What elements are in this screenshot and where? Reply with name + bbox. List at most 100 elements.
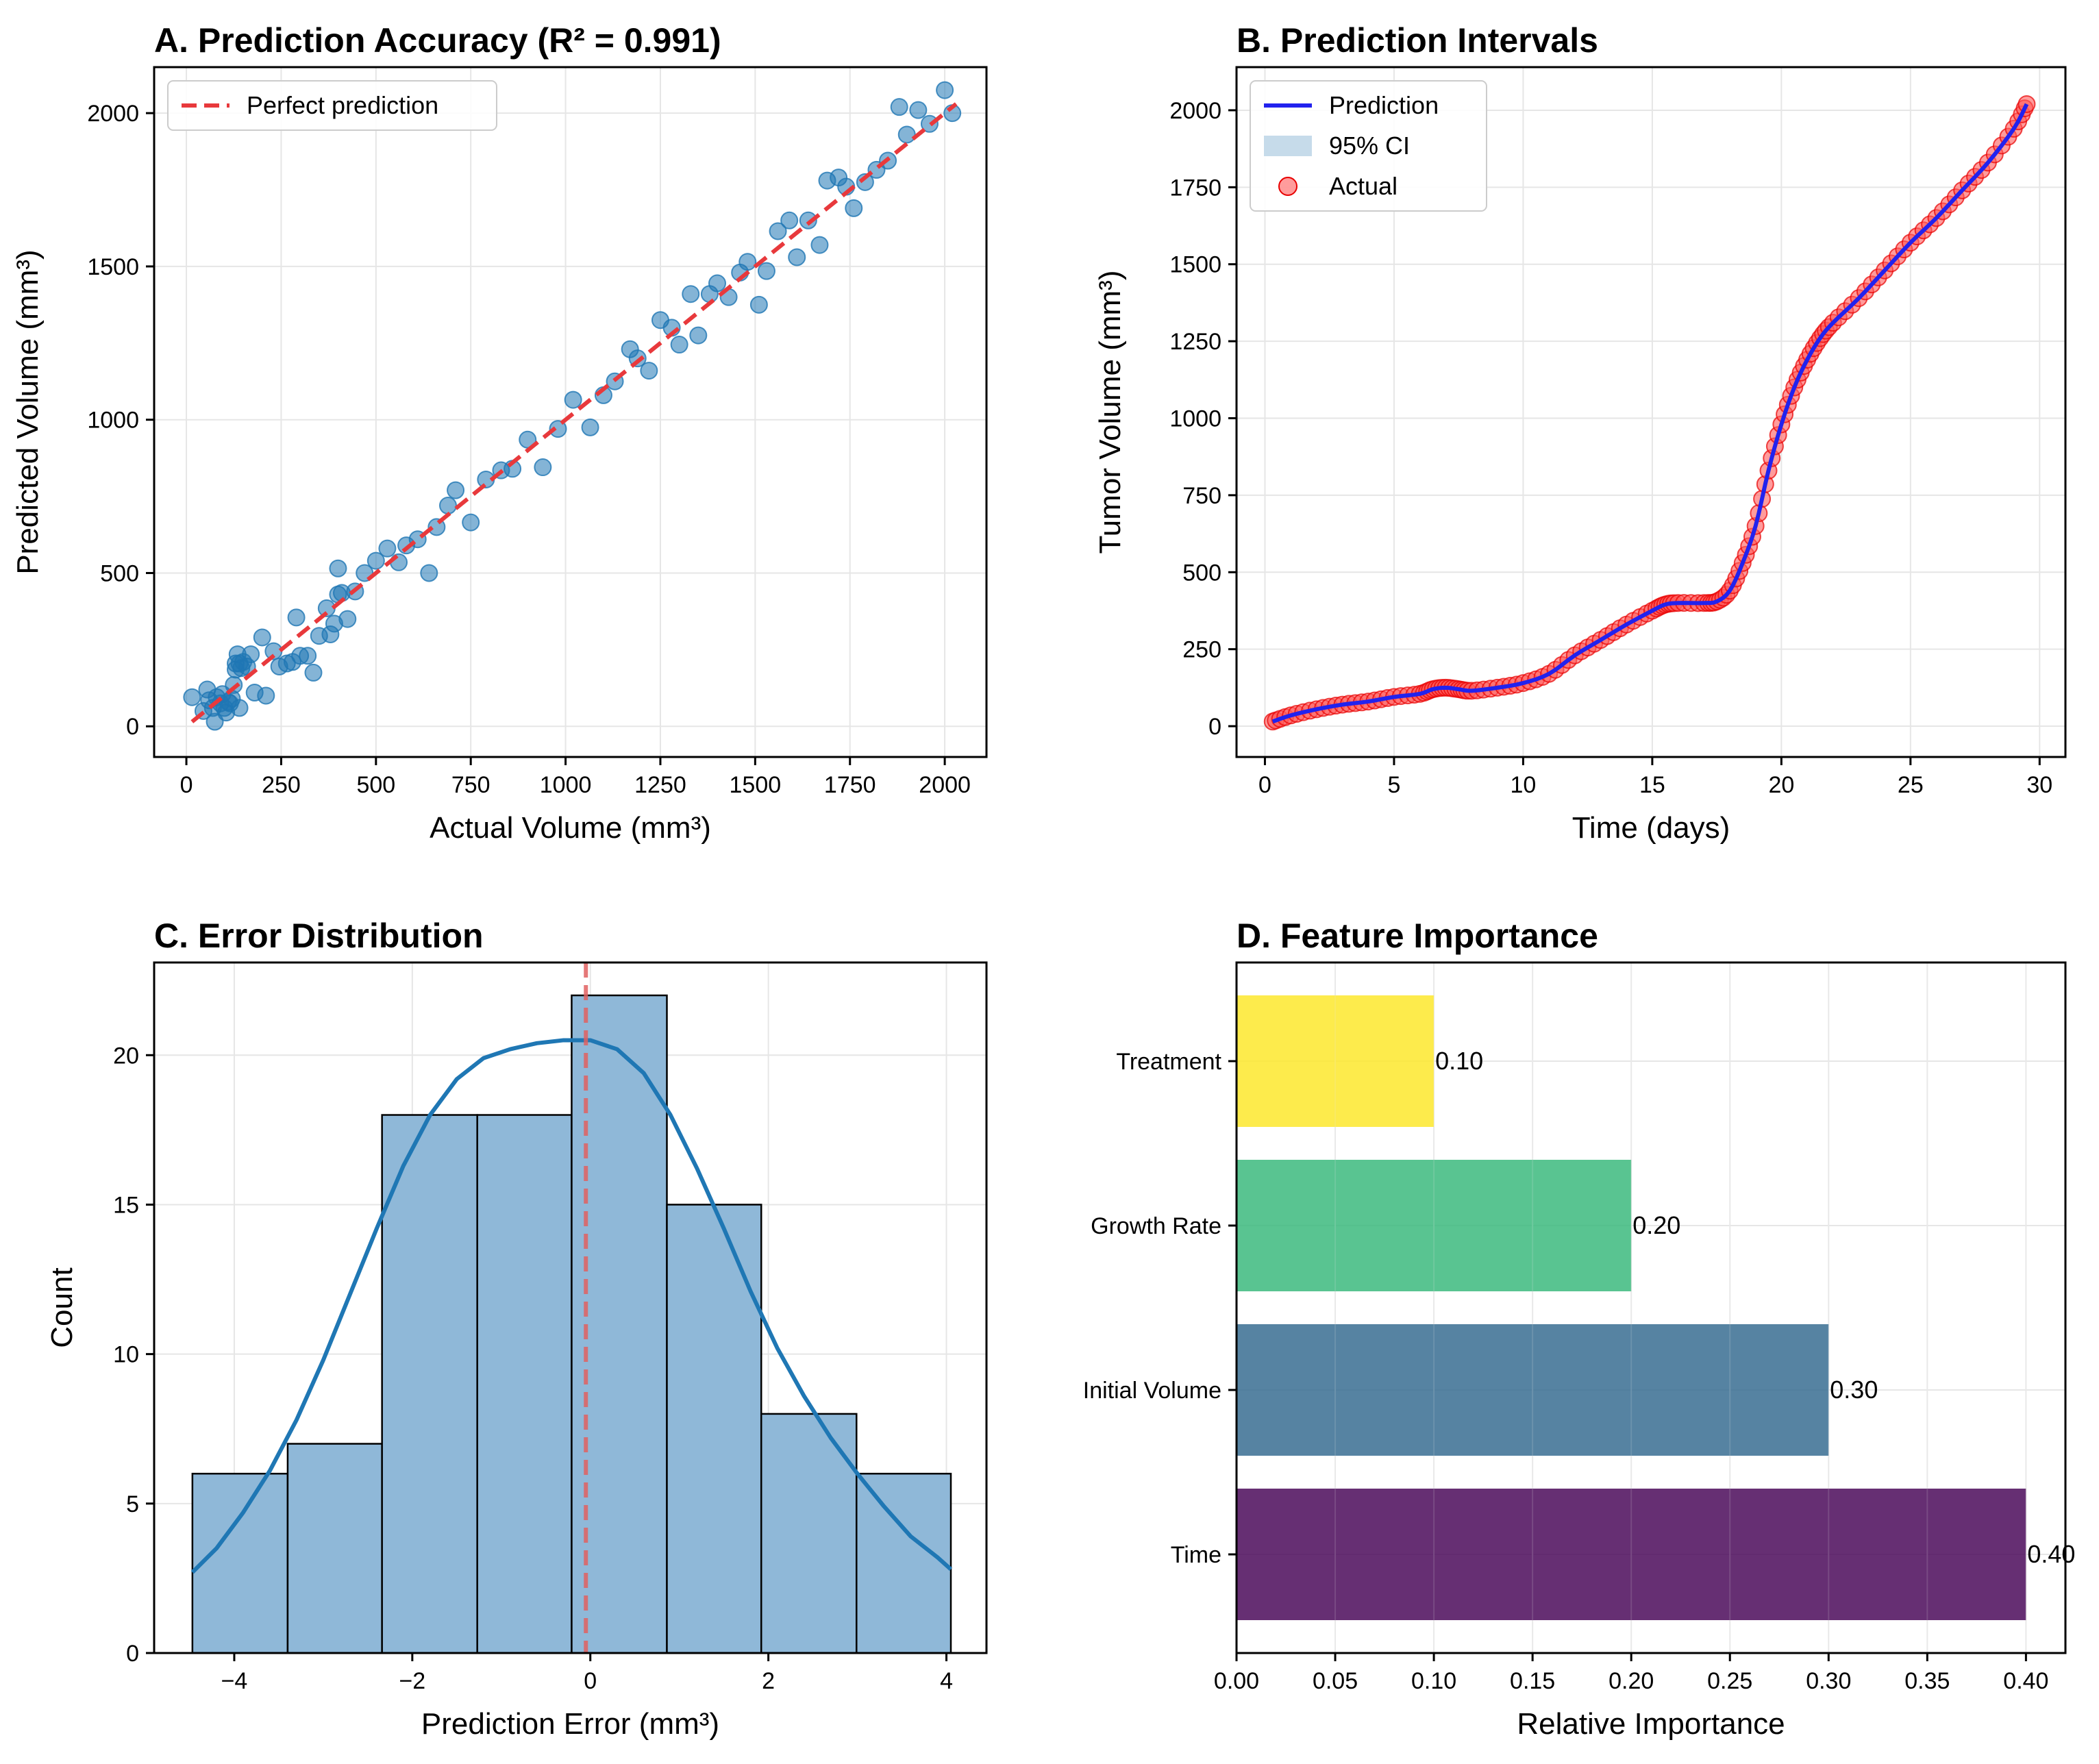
- panel-d-x-tick-label: 0.25: [1707, 1668, 1752, 1694]
- panel-c-x-tick-label: 4: [940, 1668, 953, 1694]
- panel-a-title: A. Prediction Accuracy (R² = 0.991): [154, 21, 721, 60]
- panel-b-y-tick-label: 750: [1182, 483, 1221, 509]
- panel-d-title: D. Feature Importance: [1237, 917, 1598, 955]
- panel-a-data-point: [230, 699, 249, 717]
- panel-a-x-tick-label: 1000: [540, 772, 592, 798]
- panel-a-x-tick-label: 0: [180, 772, 193, 798]
- panel-a-data-point: [534, 458, 552, 477]
- panel-a-data-point: [253, 628, 271, 647]
- panel-d-x-tick-label: 0.05: [1313, 1668, 1358, 1694]
- panel-a-data-point: [890, 98, 908, 116]
- panel-a-data-point: [390, 553, 408, 571]
- panel-a-y-tick-label: 0: [126, 714, 139, 740]
- panel-d-bar: [1237, 1489, 2026, 1620]
- panel-b-y-tick-label: 1250: [1169, 329, 1221, 355]
- panel-a-data-point: [564, 390, 582, 409]
- panel-b-x-tick-label: 10: [1510, 772, 1536, 798]
- panel-a-data-point: [640, 362, 658, 380]
- panel-c-y-tick-label: 10: [113, 1342, 139, 1368]
- panel-d-x-axis-label: Relative Importance: [1517, 1707, 1785, 1741]
- panel-a-data-point: [856, 173, 874, 191]
- panel-d-x-tick-label: 0.00: [1214, 1668, 1259, 1694]
- panel-c-x-tick-label: 2: [762, 1668, 775, 1694]
- panel-b-y-tick-label: 1500: [1169, 252, 1221, 278]
- panel-a-x-tick-label: 2000: [919, 772, 971, 798]
- panel-b-y-tick-label: 250: [1182, 637, 1221, 663]
- panel-a-data-point: [299, 647, 317, 665]
- panel-a-data-point: [257, 686, 275, 705]
- panel-b-axes-frame: [1235, 66, 2067, 758]
- panel-c-kde-curve: [190, 1038, 953, 1574]
- panel-a-x-tick-label: 1250: [634, 772, 686, 798]
- panel-a-x-tick-label: 250: [262, 772, 301, 798]
- panel-a-data-point: [581, 418, 599, 436]
- panel-c-y-axis-label: Count: [45, 1267, 79, 1347]
- panel-d-y-tick-label: Initial Volume: [1083, 1378, 1221, 1404]
- panel-a-data-point: [438, 497, 457, 515]
- panel-b-x-tick-label: 30: [2026, 772, 2052, 798]
- panel-d-bar-value-label: 0.40: [2027, 1540, 2075, 1568]
- panel-c-histogram-bar: [381, 1114, 478, 1654]
- panel-b-y-tick-label: 500: [1182, 560, 1221, 586]
- panel-a-data-point: [242, 645, 260, 664]
- panel-a-data-point: [183, 688, 201, 706]
- panel-a-data-point: [738, 253, 757, 271]
- panel-a-y-tick-label: 500: [100, 560, 139, 586]
- panel-a-data-point: [682, 285, 700, 303]
- panel-d-x-tick-label: 0.15: [1510, 1668, 1555, 1694]
- panel-c-x-tick-label: 0: [584, 1668, 597, 1694]
- panel-b-prediction-intervals: 0 5 10 15 20 25 30 0 250 500 750 1000 1250 1500 1750 20…: [1093, 21, 2067, 845]
- panel-a-prediction-accuracy: 0 250 500 750 1000 1250 1500 1750 2000 0 500 1000 15…: [11, 21, 988, 845]
- panel-a-data-point: [780, 211, 799, 229]
- panel-c-histogram-bar: [856, 1472, 952, 1654]
- panel-c-axes-frame: [153, 961, 988, 1654]
- panel-a-data-point: [549, 420, 567, 438]
- panel-d-bar: [1237, 1324, 1829, 1456]
- panel-b-legend: Prediction 95% CI Actual: [1250, 80, 1487, 212]
- panel-d-feature-importance: 0.00 0.05 0.10 0.15 0.20 0.25 0.30 0.35 0.40 0.40…: [1083, 917, 2076, 1741]
- panel-d-y-tick-label: Time: [1171, 1542, 1221, 1568]
- panel-a-data-point: [749, 295, 768, 314]
- panel-d-axes-frame: [1235, 961, 2067, 1654]
- panel-a-data-point: [788, 248, 806, 266]
- panel-a-data-point: [304, 663, 323, 682]
- panel-b-y-tick-label: 2000: [1169, 98, 1221, 124]
- panel-a-y-tick-label: 1000: [87, 408, 139, 434]
- panel-c-x-axis-label: Prediction Error (mm³): [421, 1707, 719, 1741]
- panel-c-histogram-bar: [286, 1443, 383, 1654]
- panel-a-data-point: [689, 326, 708, 345]
- panel-b-legend-label: Actual: [1329, 172, 1398, 200]
- panel-b-legend-label: 95% CI: [1329, 132, 1410, 160]
- panel-a-data-point: [420, 564, 438, 582]
- panel-b-legend-point-swatch: [1278, 177, 1297, 196]
- panel-b-legend-ci-swatch: [1264, 136, 1312, 156]
- panel-a-data-point: [757, 262, 775, 280]
- panel-a-data-point: [845, 199, 863, 217]
- panel-b-x-tick-label: 20: [1768, 772, 1794, 798]
- panel-c-histogram-bar: [760, 1413, 858, 1654]
- panel-c-histogram-bar: [476, 1114, 573, 1654]
- panel-a-perfect-prediction-line: [190, 102, 958, 723]
- panel-d-bar: [1237, 1160, 1632, 1291]
- panel-b-y-tick-label: 1750: [1169, 175, 1221, 201]
- panel-a-data-point: [909, 101, 928, 119]
- panel-b-x-tick-label: 0: [1258, 772, 1271, 798]
- panel-a-data-point: [769, 222, 787, 240]
- panel-d-x-tick-label: 0.30: [1806, 1668, 1851, 1694]
- panel-d-x-tick-label: 0.10: [1411, 1668, 1456, 1694]
- panel-a-y-tick-label: 2000: [87, 101, 139, 127]
- panel-b-title: B. Prediction Intervals: [1237, 21, 1598, 60]
- panel-a-data-point: [708, 274, 726, 293]
- panel-a-x-tick-label: 500: [356, 772, 395, 798]
- panel-d-bar: [1237, 995, 1434, 1127]
- panel-c-y-tick-label: 15: [113, 1192, 139, 1218]
- panel-b-y-tick-label: 0: [1208, 714, 1221, 740]
- panel-b-legend-label: Prediction: [1329, 91, 1439, 119]
- panel-a-data-point: [897, 125, 916, 144]
- panel-b-y-tick-label: 1000: [1169, 406, 1221, 432]
- panel-a-legend-label: Perfect prediction: [247, 91, 438, 119]
- panel-b-x-tick-label: 15: [1639, 772, 1665, 798]
- panel-c-x-tick-label: −4: [221, 1668, 248, 1694]
- panel-a-data-point: [462, 513, 480, 532]
